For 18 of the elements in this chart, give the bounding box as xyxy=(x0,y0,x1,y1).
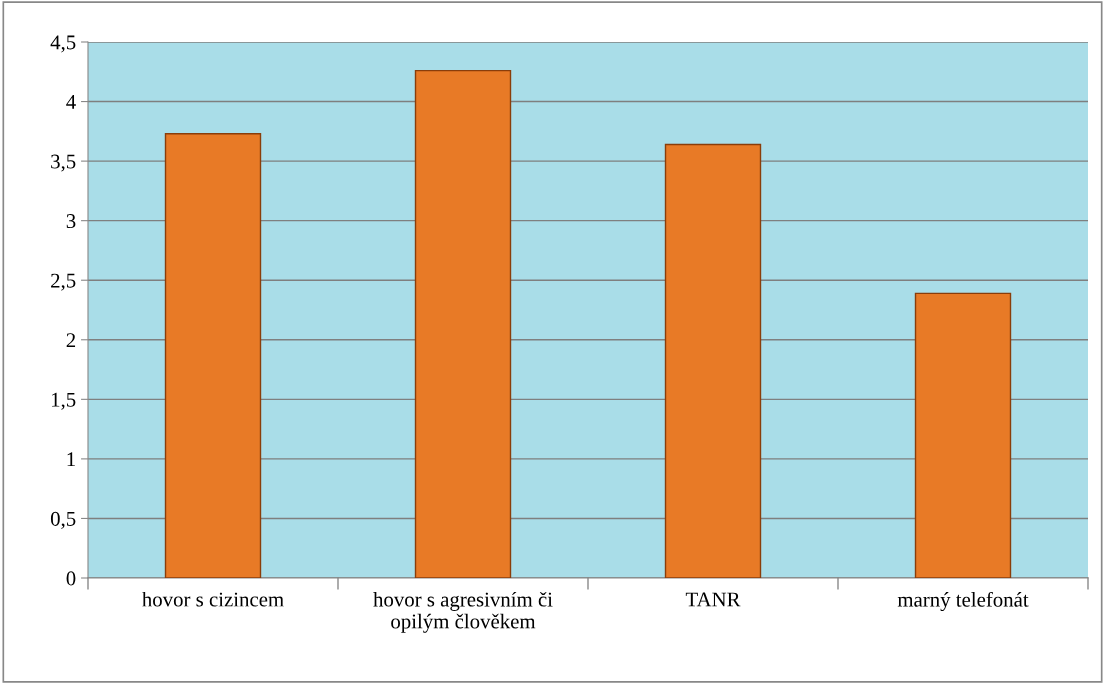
x-tick-label: hovor s cizincem xyxy=(142,591,284,607)
bar xyxy=(414,69,512,578)
x-tick-label: marný telefonát xyxy=(897,591,1029,612)
x-tick-label: hovor s agresivním či opilým člověkem xyxy=(373,591,553,633)
bar xyxy=(914,292,1012,578)
y-tick-label: 1 xyxy=(67,452,75,467)
bar xyxy=(664,143,762,578)
y-tick-label: 4 xyxy=(66,95,76,109)
x-tick-label: TANR xyxy=(685,592,741,607)
y-tick-label: 2 xyxy=(66,333,76,348)
bar xyxy=(164,133,262,578)
y-tick-label: 0,5 xyxy=(50,511,76,529)
y-tick-label: 0 xyxy=(66,571,76,586)
y-tick-label: 3,5 xyxy=(51,154,76,172)
y-tick-label: 1,5 xyxy=(51,392,76,410)
y-tick-label: 3 xyxy=(66,214,76,229)
y-tick-label: 4,5 xyxy=(50,35,76,53)
y-tick-label: 2,5 xyxy=(51,273,76,291)
